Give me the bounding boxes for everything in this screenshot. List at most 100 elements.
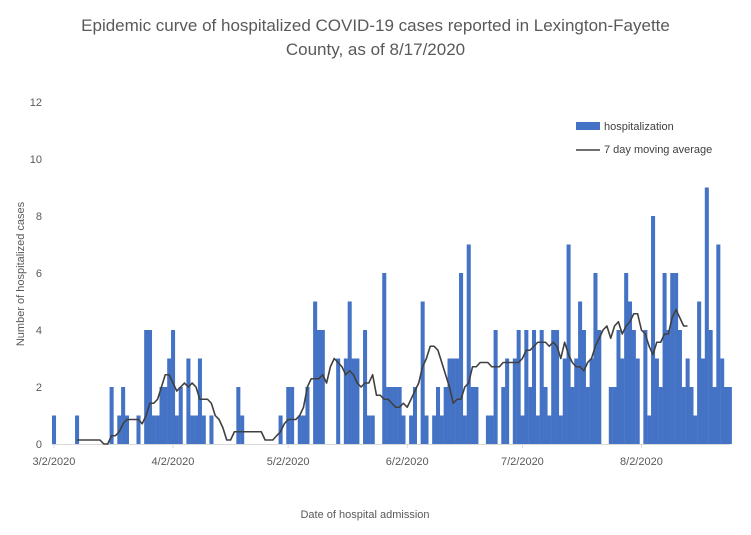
hospitalization-bar: [520, 415, 525, 444]
x-tick-label: 4/2/2020: [152, 456, 195, 468]
hospitalization-bar: [148, 330, 153, 444]
hospitalization-bar: [697, 301, 702, 444]
y-tick-label: 8: [36, 211, 42, 223]
hospitalization-bar: [209, 415, 214, 444]
hospitalization-bar: [393, 387, 398, 444]
hospitalization-bar: [355, 358, 360, 444]
hospitalization-bar: [543, 387, 548, 444]
hospitalization-bar: [420, 301, 425, 444]
hospitalization-bar: [336, 358, 341, 444]
hospitalization-bar: [401, 415, 406, 444]
hospitalization-bar: [677, 330, 682, 444]
hospitalization-bar: [178, 387, 183, 444]
hospitalization-bar: [681, 387, 686, 444]
hospitalization-bar: [593, 273, 598, 444]
x-tick-label: 7/2/2020: [501, 456, 544, 468]
hospitalization-bar: [121, 387, 126, 444]
hospitalization-bar: [447, 358, 452, 444]
hospitalization-bar: [670, 273, 675, 444]
hospitalization-bar: [708, 330, 713, 444]
hospitalization-bar: [443, 387, 448, 444]
chart-title-line-1: Epidemic curve of hospitalized COVID-19 …: [81, 16, 670, 35]
hospitalization-bar: [466, 244, 471, 444]
hospitalization-bar: [439, 415, 444, 444]
hospitalization-bar: [493, 330, 498, 444]
hospitalization-bar: [432, 415, 437, 444]
hospitalization-bar: [700, 358, 705, 444]
hospitalization-bar: [366, 415, 371, 444]
hospitalization-bar: [574, 358, 579, 444]
hospitalization-bar: [685, 358, 690, 444]
hospitalization-bar: [136, 415, 141, 444]
hospitalization-bar: [651, 216, 656, 444]
hospitalization-bar: [512, 358, 517, 444]
hospitalization-bar: [75, 415, 80, 444]
hospitalization-bar: [155, 415, 160, 444]
y-tick-label: 4: [36, 325, 42, 337]
hospitalization-bar: [343, 358, 348, 444]
hospitalization-bar: [489, 415, 494, 444]
hospitalization-bar: [624, 273, 629, 444]
hospitalization-bar: [635, 358, 640, 444]
hospitalization-bar: [562, 358, 567, 444]
hospitalization-bar: [674, 273, 679, 444]
hospitalization-bar: [570, 387, 575, 444]
hospitalization-bar: [382, 273, 387, 444]
hospitalization-bar: [455, 358, 460, 444]
hospitalization-bar: [197, 358, 202, 444]
hospitalization-bar: [628, 301, 633, 444]
y-axis-title: Number of hospitalized cases: [15, 201, 27, 346]
x-tick-label: 3/2/2020: [33, 456, 76, 468]
hospitalization-bar: [52, 415, 57, 444]
legend-label-hospitalization: hospitalization: [604, 121, 674, 133]
x-tick-label: 5/2/2020: [267, 456, 310, 468]
legend: hospitalization 7 day moving average: [576, 121, 712, 156]
hospitalization-bar: [558, 415, 563, 444]
hospitalization-bar: [608, 387, 613, 444]
hospitalization-bar: [286, 387, 291, 444]
hospitalization-bar: [704, 187, 709, 444]
hospitalization-bar: [236, 387, 241, 444]
hospitalization-bar: [589, 358, 594, 444]
hospitalization-bar: [662, 273, 667, 444]
hospitalization-bar: [351, 358, 356, 444]
hospitalization-bar: [124, 415, 129, 444]
hospitalization-bar: [616, 330, 621, 444]
chart-title-line-2: County, as of 8/17/2020: [285, 40, 466, 59]
hospitalization-bar: [724, 387, 729, 444]
hospitalization-bar: [109, 387, 114, 444]
legend-swatch-hospitalization: [576, 122, 600, 130]
hospitalization-bar: [462, 415, 467, 444]
hospitalization-bar: [159, 387, 164, 444]
hospitalization-bar: [532, 330, 537, 444]
hospitalization-bar: [409, 415, 414, 444]
hospitalization-bar: [290, 387, 295, 444]
hospitalization-bar: [535, 415, 540, 444]
hospitalization-bar: [505, 358, 510, 444]
x-tick-label: 8/2/2020: [620, 456, 663, 468]
hospitalization-bar: [716, 244, 721, 444]
hospitalization-bar: [516, 330, 521, 444]
hospitalization-bar: [689, 387, 694, 444]
hospitalization-bar: [612, 387, 617, 444]
hospitalization-bar: [712, 387, 717, 444]
hospitalization-bar: [470, 387, 475, 444]
hospitalization-bar: [436, 387, 441, 444]
hospitalization-bar: [190, 415, 195, 444]
hospitalization-bar: [151, 415, 156, 444]
y-tick-label: 12: [30, 97, 42, 109]
hospitalization-bar: [424, 415, 429, 444]
x-axis-ticks: 3/2/2020 4/2/2020 5/2/2020 6/2/2020 7/2/2020…: [33, 444, 663, 468]
y-tick-label: 0: [36, 439, 42, 451]
hospitalization-bar: [727, 387, 732, 444]
hospitalization-bar: [459, 273, 464, 444]
hospitalization-bar: [144, 330, 149, 444]
hospitalization-bar: [201, 415, 206, 444]
y-tick-label: 10: [30, 154, 42, 166]
hospitalization-bar: [620, 358, 625, 444]
y-axis-ticks: 0 2 4 6 8 10 12: [30, 97, 42, 451]
hospitalization-bar: [566, 244, 571, 444]
hospitalization-bar: [539, 330, 544, 444]
hospitalization-bar: [363, 330, 368, 444]
